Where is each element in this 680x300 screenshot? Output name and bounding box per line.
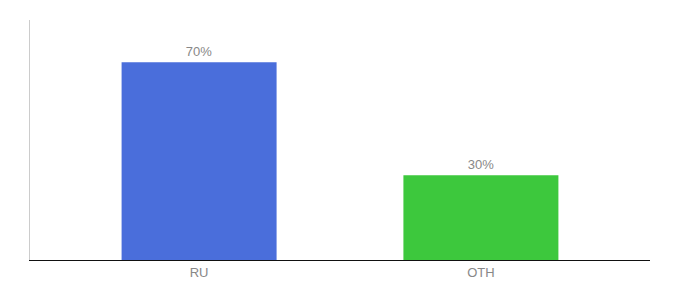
svg-text:70%: 70% bbox=[186, 44, 212, 59]
svg-text:RU: RU bbox=[190, 265, 209, 280]
svg-text:30%: 30% bbox=[468, 157, 494, 172]
svg-text:OTH: OTH bbox=[467, 265, 494, 280]
